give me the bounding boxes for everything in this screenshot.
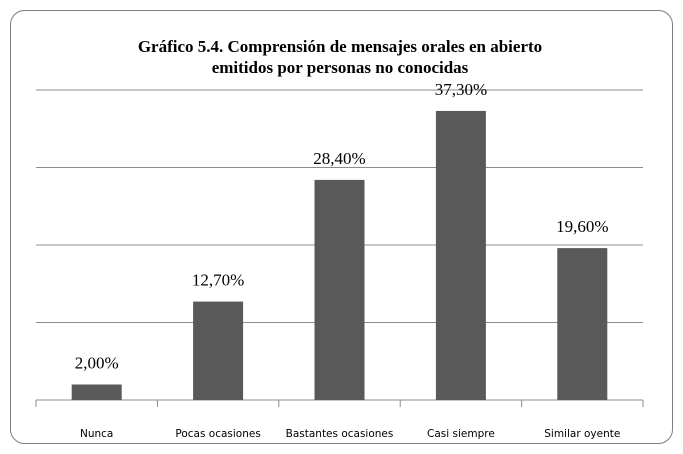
- data-label: 19,60%: [556, 217, 608, 236]
- x-tick-label: Nunca: [80, 428, 113, 440]
- x-tick-label: Similar oyente: [544, 428, 620, 440]
- x-tick-label: Pocas ocasiones: [175, 428, 260, 440]
- bar: [557, 248, 608, 400]
- data-label: 37,30%: [435, 80, 487, 99]
- chart-title: emitidos por personas no conocidas: [212, 58, 469, 77]
- bar: [435, 110, 486, 401]
- data-label: 12,70%: [192, 270, 244, 289]
- data-label: 28,40%: [313, 149, 365, 168]
- bar: [314, 179, 365, 400]
- bar: [71, 384, 122, 400]
- chart-title: Gráfico 5.4. Comprensión de mensajes ora…: [138, 37, 542, 56]
- bar: [193, 301, 244, 400]
- x-tick-label: Bastantes ocasiones: [286, 428, 394, 440]
- x-tick-label: Casi siempre: [427, 428, 495, 440]
- data-label: 2,00%: [75, 353, 119, 372]
